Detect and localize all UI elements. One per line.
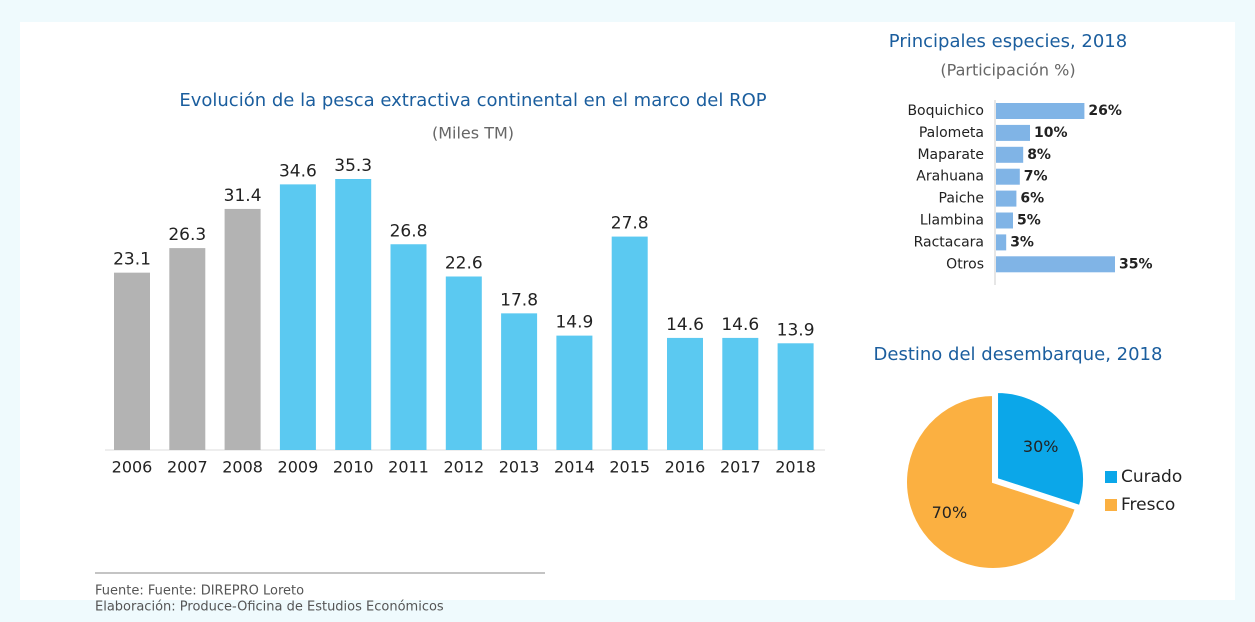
- chart-title: Destino del desembarque, 2018: [874, 344, 1163, 365]
- data-label: 14.9: [555, 313, 593, 333]
- bar: [390, 244, 427, 450]
- bar: [996, 146, 1024, 163]
- data-label: 14.6: [666, 315, 704, 335]
- data-label: 35.3: [334, 156, 372, 176]
- data-label: 5%: [1017, 213, 1041, 229]
- y-tick-label: Llambina: [920, 213, 984, 229]
- data-label: 26%: [1088, 103, 1122, 119]
- y-tick-label: Ractacara: [914, 234, 984, 250]
- data-label: 22.6: [445, 253, 483, 273]
- data-label: 26.8: [390, 221, 428, 241]
- bar: [996, 256, 1115, 273]
- bar: [996, 190, 1017, 207]
- y-tick-label: Palometa: [919, 125, 984, 141]
- x-tick-label: 2017: [720, 458, 761, 477]
- data-label: 7%: [1024, 169, 1048, 185]
- x-tick-label: 2007: [167, 458, 208, 477]
- chart-title: Principales especies, 2018: [889, 31, 1127, 52]
- bar: [996, 212, 1013, 229]
- bar: [169, 248, 206, 450]
- x-tick-label: 2014: [554, 458, 595, 477]
- bar: [777, 343, 814, 450]
- data-label: 26.3: [168, 225, 206, 245]
- data-label: 3%: [1010, 234, 1034, 250]
- bar: [996, 168, 1020, 185]
- x-tick-label: 2009: [278, 458, 319, 477]
- y-tick-label: Arahuana: [916, 169, 984, 185]
- x-tick-label: 2016: [665, 458, 706, 477]
- x-tick-label: 2018: [775, 458, 816, 477]
- legend-swatch: [1105, 499, 1117, 511]
- pie-slice: [996, 391, 1086, 508]
- data-label: 13.9: [777, 320, 815, 340]
- data-label: 30%: [1023, 437, 1059, 456]
- legend-label: Curado: [1121, 467, 1182, 487]
- data-label: 23.1: [113, 250, 151, 270]
- data-label: 8%: [1027, 147, 1051, 163]
- x-tick-label: 2008: [222, 458, 263, 477]
- data-label: 70%: [932, 503, 968, 522]
- chart-subtitle: (Miles TM): [432, 124, 514, 143]
- bar: [611, 236, 648, 450]
- bar: [996, 124, 1030, 141]
- y-tick-label: Paiche: [939, 191, 984, 207]
- data-label: 27.8: [611, 214, 649, 234]
- chart-title: Evolución de la pesca extractiva contine…: [179, 90, 766, 111]
- x-tick-label: 2013: [499, 458, 540, 477]
- bar: [279, 184, 316, 450]
- source: Fuente: Fuente: DIREPRO Loreto: [95, 584, 304, 599]
- legend-label: Fresco: [1121, 495, 1175, 515]
- pie-slice: [905, 393, 1078, 570]
- x-tick-label: 2006: [112, 458, 153, 477]
- data-label: 17.8: [500, 290, 538, 310]
- x-tick-label: 2010: [333, 458, 374, 477]
- bar: [224, 208, 261, 450]
- data-label: 35%: [1119, 256, 1153, 272]
- x-tick-label: 2011: [388, 458, 429, 477]
- data-label: 10%: [1034, 125, 1068, 141]
- bar: [722, 337, 759, 450]
- data-label: 31.4: [224, 186, 262, 206]
- x-tick-label: 2012: [443, 458, 484, 477]
- data-label: 34.6: [279, 161, 317, 181]
- bar: [335, 179, 372, 450]
- bar: [556, 335, 593, 450]
- x-tick-label: 2015: [609, 458, 650, 477]
- bar: [445, 276, 482, 450]
- data-label: 6%: [1020, 191, 1044, 207]
- bar: [996, 103, 1085, 119]
- chart-subtitle: (Participación %): [940, 61, 1075, 80]
- bar: [667, 337, 703, 450]
- bar: [114, 272, 150, 450]
- y-tick-label: Boquichico: [907, 103, 984, 119]
- data-label: 14.6: [721, 315, 759, 335]
- y-tick-label: Maparate: [917, 147, 984, 163]
- y-tick-label: Otros: [946, 256, 984, 272]
- legend-swatch: [1105, 471, 1117, 483]
- bar: [501, 313, 538, 450]
- bar: [996, 234, 1007, 251]
- credit: Elaboración: Produce-Oficina de Estudios…: [95, 600, 444, 615]
